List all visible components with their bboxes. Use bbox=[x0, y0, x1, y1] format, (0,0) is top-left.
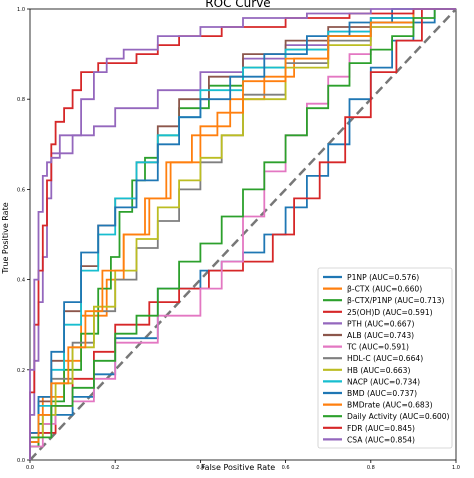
legend-entry: BMD (AUC=0.737) bbox=[347, 389, 417, 398]
legend-entry: HDL-C (AUC=0.664) bbox=[347, 354, 423, 363]
legend-entry: β-CTX/P1NP (AUC=0.713) bbox=[347, 296, 444, 305]
roc-curve-series-12 bbox=[29, 8, 456, 460]
x-tick-label: 0.6 bbox=[282, 465, 290, 471]
legend-entry: BMDrate (AUC=0.683) bbox=[347, 401, 433, 410]
roc-curve-series-14 bbox=[29, 8, 456, 460]
x-tick-label: 0.8 bbox=[367, 465, 375, 471]
plot-frame bbox=[29, 8, 457, 461]
y-tick-label: 0.4 bbox=[17, 278, 25, 284]
y-tick-label: 0.2 bbox=[17, 368, 25, 374]
legend-box bbox=[317, 267, 453, 449]
legend: P1NP (AUC=0.576) β-CTX (AUC=0.660) β-CTX/P… bbox=[317, 267, 453, 449]
y-tick-label: 1.0 bbox=[17, 7, 25, 13]
y-tick-label: 0.0 bbox=[17, 458, 25, 464]
legend-entry: 25(OH)D (AUC=0.591) bbox=[347, 308, 433, 317]
y-tick-label: 0.6 bbox=[17, 187, 25, 193]
roc-curve-series-15 bbox=[29, 8, 456, 460]
roc-curve-series-11 bbox=[29, 8, 456, 460]
legend-entry: ALB (AUC=0.743) bbox=[347, 331, 414, 340]
legend-entry: Daily Activity (AUC=0.600) bbox=[347, 412, 450, 421]
chart-title: ROC Curve bbox=[205, 0, 270, 10]
x-axis-label: False Positive Rate bbox=[201, 463, 275, 472]
x-tick-label: 1.0 bbox=[452, 465, 460, 471]
roc-curve-series-4 bbox=[29, 8, 456, 460]
legend-entry: FDR (AUC=0.845) bbox=[347, 424, 415, 433]
legend-entry: P1NP (AUC=0.576) bbox=[347, 273, 419, 282]
legend-entry: NACP (AUC=0.734) bbox=[347, 377, 420, 386]
roc-curve-series-13 bbox=[29, 8, 456, 460]
legend-entry: PTH (AUC=0.667) bbox=[347, 319, 414, 328]
y-axis-label: True Positive Rate bbox=[1, 202, 10, 274]
legend-entry: TC (AUC=0.591) bbox=[346, 343, 409, 352]
plot-area: 0.00.0 0.2 0.2 0.4 0.4 0.6 0.6 0.8 0.8 1.0 1.0 bbox=[17, 7, 460, 471]
legend-entry: CSA (AUC=0.854) bbox=[347, 435, 415, 444]
legend-entry: HB (AUC=0.663) bbox=[347, 366, 410, 375]
legend-entry: β-CTX (AUC=0.660) bbox=[347, 285, 422, 294]
y-tick-label: 0.8 bbox=[17, 97, 25, 103]
x-tick-label: 0.2 bbox=[111, 465, 119, 471]
x-tick-label: 0.4 bbox=[196, 465, 204, 471]
x-tick-label: 0.0 bbox=[26, 465, 34, 471]
